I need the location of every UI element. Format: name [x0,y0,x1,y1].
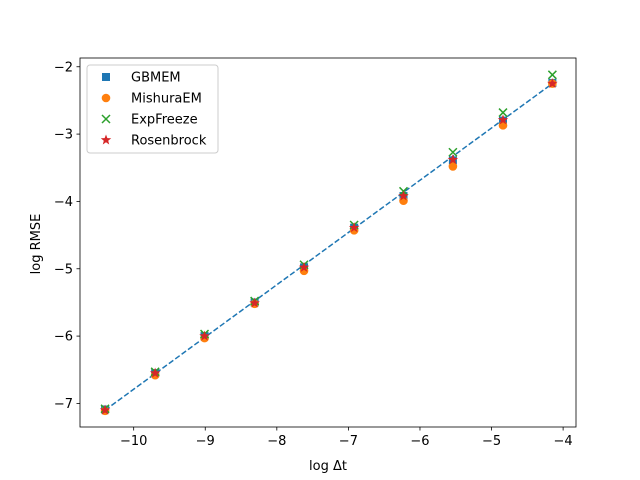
legend-marker [101,114,111,124]
data-point [448,162,458,171]
data-point [547,70,557,80]
legend-item: ExpFreeze [101,113,198,128]
data-point [99,404,111,415]
x-tick-label: −7 [339,434,358,449]
data-point [199,330,210,341]
axes: −10 −9 −8 −7 −6 −5 −4 −7 −6 −5 −4 −3 −2 [54,57,577,449]
legend-item: MishuraEM [101,92,202,107]
x-tick-label: −9 [196,434,215,449]
legend: GBMEM MishuraEM ExpFreeze Rosenbrock [86,64,219,154]
y-tick-label: −2 [54,60,73,75]
data-point [447,154,459,165]
legend-label: MishuraEM [131,92,202,107]
x-axis-label: log Δt [309,459,347,474]
legend-item: GBMEM [102,71,181,86]
series-rosenbrock [99,78,558,415]
x-tick-label: −6 [410,434,429,449]
legend-marker [102,73,110,81]
axes-frame [79,57,577,428]
x-tick-label: −5 [482,434,501,449]
legend-label: GBMEM [131,71,181,86]
legend-label: ExpFreeze [131,113,198,128]
data-point [448,147,458,157]
data-marks [99,70,558,416]
x-tick-label: −10 [120,434,147,449]
data-point [348,222,360,233]
x-tick-label: −4 [554,434,573,449]
data-point [149,367,161,378]
y-axis-label: log RMSE [29,214,44,275]
y-tick-label: −3 [54,128,73,143]
legend-box [86,64,219,154]
data-point [497,114,509,125]
data-point [547,78,558,89]
data-point [498,108,508,118]
x-tick-label: −8 [267,434,286,449]
data-point [249,297,260,308]
legend-item: Rosenbrock [100,134,207,149]
y-tick-label: −7 [54,397,73,412]
y-tick-label: −4 [54,195,73,210]
data-point [398,190,409,201]
legend-marker [100,134,112,145]
legend-marker [101,93,111,103]
legend-label: Rosenbrock [131,134,207,149]
data-point [498,121,508,130]
y-tick-label: −6 [54,330,73,345]
y-tick-label: −5 [54,262,73,277]
fit-line [104,82,553,411]
data-point [298,261,310,272]
